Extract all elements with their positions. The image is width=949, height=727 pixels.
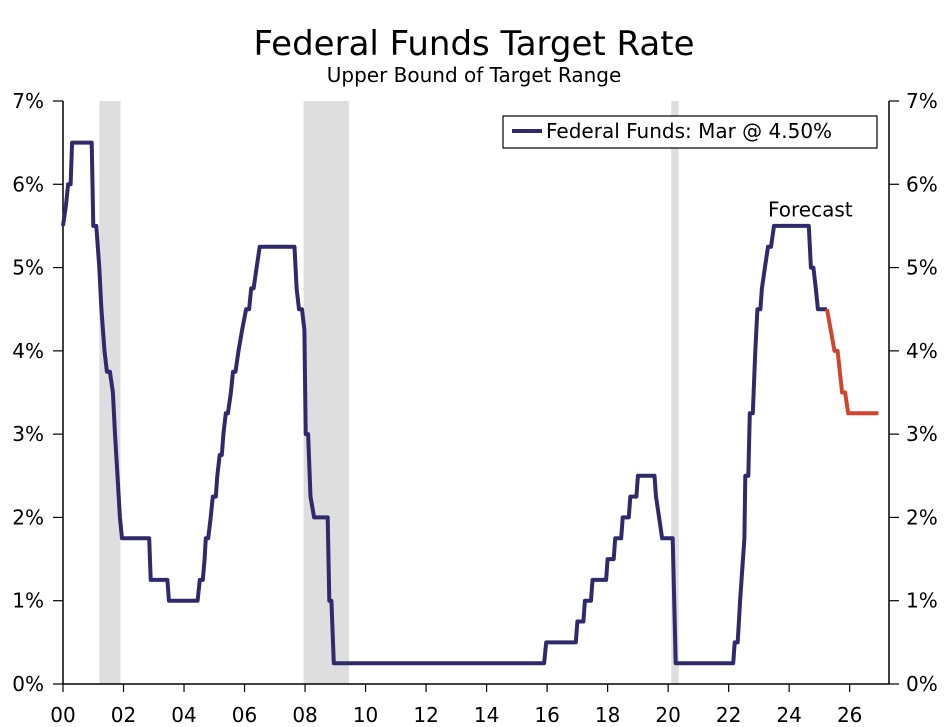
y-tick-label-right: 5% xyxy=(906,256,938,280)
x-tick-label: 02 xyxy=(111,703,136,727)
recession-band-1 xyxy=(303,101,349,684)
federal-funds-line xyxy=(61,140,827,666)
x-tick-label: 26 xyxy=(837,703,862,727)
y-tick-label-right: 2% xyxy=(906,505,938,529)
recession-band-0 xyxy=(99,101,121,684)
x-tick-label: 04 xyxy=(171,703,196,727)
x-tick-label: 18 xyxy=(595,703,620,727)
chart-subtitle: Upper Bound of Target Range xyxy=(327,63,622,87)
forecast-line xyxy=(825,308,879,416)
y-tick-label-left: 0% xyxy=(12,672,44,696)
x-tick-label: 06 xyxy=(232,703,257,727)
y-tick-label-right: 1% xyxy=(906,589,938,613)
y-tick-label-left: 7% xyxy=(12,89,44,113)
legend: Federal Funds: Mar @ 4.50% xyxy=(502,115,878,149)
x-tick-label: 12 xyxy=(413,703,438,727)
x-tick-label: 20 xyxy=(655,703,680,727)
y-tick-label-right: 3% xyxy=(906,422,938,446)
y-tick-label-right: 7% xyxy=(906,89,938,113)
y-tick-label-left: 3% xyxy=(12,422,44,446)
x-tick-label: 00 xyxy=(50,703,75,727)
tick-labels: 0% 0% 1% 1% 2% 2% 3% 3% 4% 4% 5% 5% 6% 6% 7% 7% 00 02 04 06… xyxy=(12,89,937,727)
recession-shading xyxy=(99,101,679,684)
y-tick-label-right: 0% xyxy=(906,672,938,696)
x-tick-label: 16 xyxy=(534,703,559,727)
recession-band-2 xyxy=(671,101,679,684)
legend-label: Federal Funds: Mar @ 4.50% xyxy=(546,119,832,143)
y-tick-label-left: 6% xyxy=(12,172,44,196)
x-tick-label: 22 xyxy=(716,703,741,727)
y-tick-label-right: 6% xyxy=(906,172,938,196)
y-tick-label-right: 4% xyxy=(906,339,938,363)
x-tick-label: 10 xyxy=(353,703,378,727)
forecast-annotation: Forecast xyxy=(768,197,853,221)
chart-title: Federal Funds Target Rate xyxy=(253,24,694,64)
series-lines xyxy=(61,140,879,666)
legend-box xyxy=(502,115,878,149)
x-tick-label: 24 xyxy=(776,703,801,727)
x-tick-label: 14 xyxy=(474,703,499,727)
x-tick-label: 08 xyxy=(292,703,317,727)
axes xyxy=(53,100,899,692)
y-tick-label-left: 5% xyxy=(12,256,44,280)
y-tick-label-left: 4% xyxy=(12,339,44,363)
y-tick-label-left: 1% xyxy=(12,589,44,613)
y-tick-label-left: 2% xyxy=(12,505,44,529)
